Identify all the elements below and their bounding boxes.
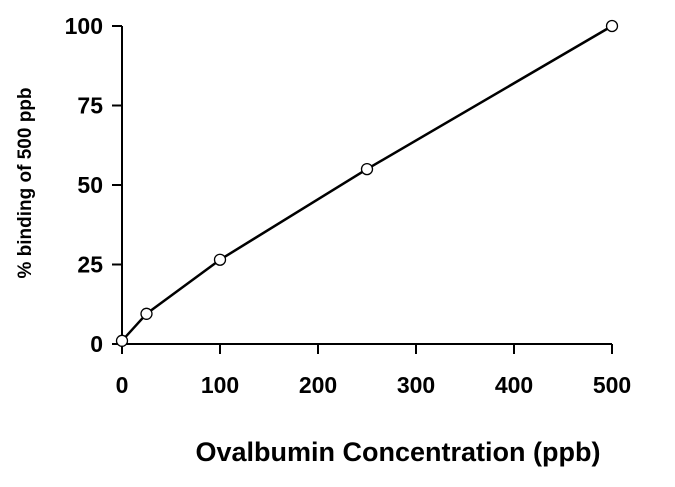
- x-axis-title: Ovalbumin Concentration (ppb): [196, 437, 601, 467]
- x-axis-ticks: 0 100 200 300 400 500: [116, 344, 631, 398]
- y-tick-label: 75: [77, 93, 103, 119]
- x-tick-label: 200: [299, 372, 337, 398]
- y-tick-label: 50: [77, 172, 103, 198]
- series-layer: [115, 19, 619, 347]
- axes: [121, 26, 612, 345]
- y-tick-label: 25: [77, 252, 103, 278]
- x-tick-label: 400: [495, 372, 533, 398]
- data-point: [360, 162, 374, 176]
- data-point: [213, 253, 227, 266]
- y-axis-ticks: 0 25 50 75 100: [65, 13, 122, 357]
- x-tick-label: 300: [397, 372, 435, 398]
- data-point: [140, 307, 153, 320]
- x-tick-label: 0: [116, 372, 129, 398]
- x-tick-label: 100: [201, 372, 239, 398]
- x-tick-label: 500: [593, 372, 631, 398]
- y-tick-label: 100: [65, 13, 103, 39]
- y-tick-label: 0: [90, 331, 103, 357]
- data-point: [115, 334, 129, 347]
- series-line: [121, 24, 613, 342]
- y-axis-title: % binding of 500 ppb: [15, 87, 36, 278]
- data-point: [605, 19, 619, 33]
